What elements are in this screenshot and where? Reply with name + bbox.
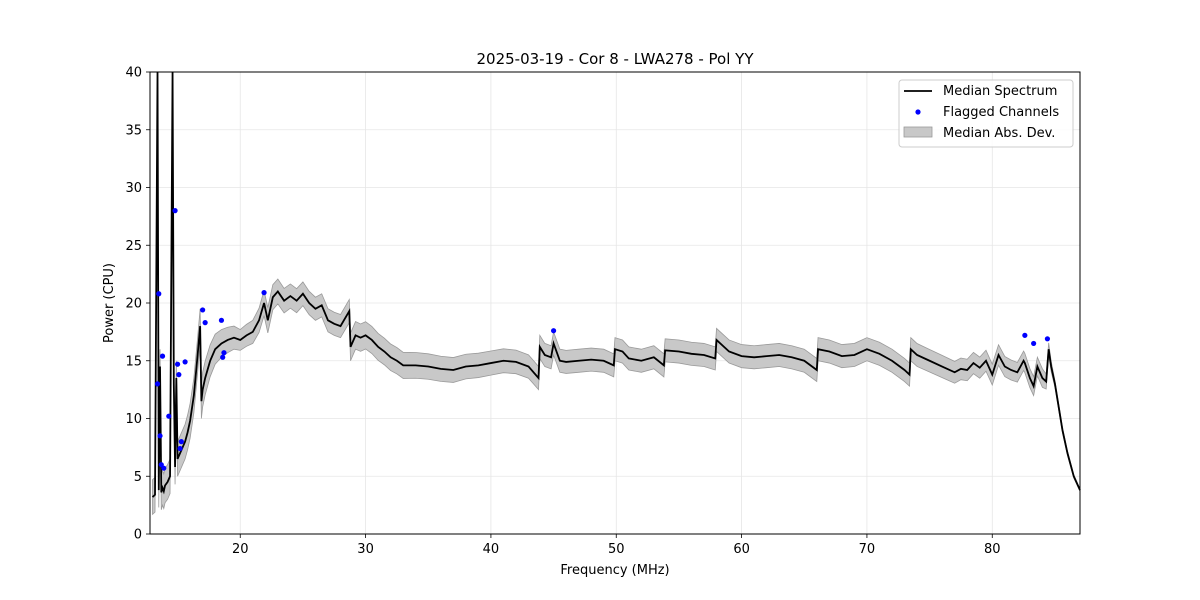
flagged-channel-point <box>172 208 178 214</box>
flagged-channel-point <box>161 465 167 471</box>
flagged-channel-point <box>218 317 225 323</box>
y-axis: 0 5 10 15 20 25 30 35 40 <box>125 66 150 543</box>
x-tick-label: 30 <box>357 542 374 557</box>
y-axis-label: Power (CPU) <box>102 263 117 343</box>
flagged-channel-point <box>200 307 206 313</box>
flagged-channel-point <box>1022 332 1028 338</box>
flagged-channel-point <box>154 381 161 387</box>
y-tick-label: 15 <box>125 354 142 369</box>
flagged-channel-point <box>156 291 162 297</box>
x-axis-label: Frequency (MHz) <box>560 563 669 578</box>
median-spectrum-line <box>151 71 1081 498</box>
flagged-channel-point <box>1044 336 1051 342</box>
y-tick-label: 40 <box>125 66 142 81</box>
flagged-channel-point <box>1031 340 1037 347</box>
flagged-channel-point <box>261 290 267 296</box>
y-tick-label: 10 <box>125 412 142 427</box>
y-tick-label: 5 <box>134 470 142 485</box>
x-tick-label: 60 <box>733 542 750 557</box>
chart-title: 2025-03-19 - Cor 8 - LWA278 - Pol YY <box>477 50 755 68</box>
legend: Median Spectrum Flagged Channels Median … <box>898 79 1074 148</box>
y-tick-label: 30 <box>125 181 142 196</box>
x-tick-label: 80 <box>984 542 1001 557</box>
flagged-channel-point <box>177 445 183 452</box>
flagged-channel-point <box>182 359 188 365</box>
x-tick-label: 40 <box>483 542 500 557</box>
flagged-channel-point <box>221 350 227 356</box>
legend-median-label: Median Spectrum <box>943 84 1057 99</box>
legend-box <box>898 79 1074 148</box>
legend-mad-label: Median Abs. Dev. <box>943 126 1055 141</box>
flagged-channel-point <box>178 439 184 445</box>
legend-flagged-label: Flagged Channels <box>943 105 1059 120</box>
flagged-channel-point <box>157 433 163 439</box>
y-tick-label: 20 <box>125 297 142 312</box>
y-tick-label: 25 <box>125 239 142 254</box>
y-tick-label: 0 <box>134 528 142 543</box>
y-tick-label: 35 <box>125 123 142 138</box>
x-tick-label: 70 <box>859 542 876 557</box>
flagged-channel-point <box>176 372 182 378</box>
x-axis: 20 30 40 50 60 70 80 <box>232 534 1001 557</box>
x-tick-label: 20 <box>232 542 249 557</box>
legend-mad-patch <box>903 126 933 138</box>
flagged-channel-point <box>220 354 226 360</box>
legend-flagged-marker <box>915 109 921 115</box>
flagged-channel-point <box>202 320 208 326</box>
flagged-channel-point <box>550 328 557 334</box>
flagged-channel-point <box>159 353 166 359</box>
flagged-channel-point <box>166 413 172 419</box>
x-tick-label: 50 <box>608 542 625 557</box>
flagged-channel-point <box>174 361 181 367</box>
